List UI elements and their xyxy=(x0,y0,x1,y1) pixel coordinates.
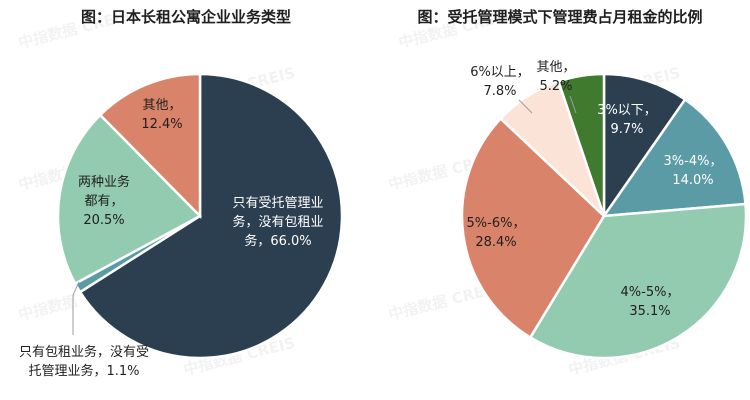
slice-label: 两种业务都有， 20.5% xyxy=(78,174,130,228)
pie-chart-left: 只有受托管理业务，没有包租业务，66.0% 只有包租业务，没有受托管理业务，1.1… xyxy=(19,72,344,379)
pie-slice xyxy=(78,72,344,360)
pie-slice xyxy=(601,97,747,218)
chart-title-right: 图：受托管理模式下管理费占月租金的比例 xyxy=(417,8,702,26)
pie-slice xyxy=(556,72,606,217)
slice-label: 3%-4%， 14.0% xyxy=(664,154,723,188)
chart-title-left: 图：日本长租公寓企业业务类型 xyxy=(81,8,291,26)
pie-slice xyxy=(528,202,748,360)
slice-label: 只有包租业务，没有受托管理业务，1.1% xyxy=(19,344,149,379)
slice-label: 4%-5%， 35.1% xyxy=(621,285,680,319)
slice-label: 只有受托管理业务，没有包租业务，66.0% xyxy=(232,196,323,249)
slice-label: 其他， 12.4% xyxy=(141,98,182,132)
leader-line xyxy=(569,95,577,114)
pie-slice xyxy=(602,72,687,220)
leader-line xyxy=(518,99,533,114)
slice-label: 3%以下， 9.7% xyxy=(597,103,657,137)
leader-line xyxy=(72,281,80,335)
slice-label: 6%以上， 7.8% xyxy=(470,65,530,99)
pie-slice xyxy=(56,113,203,286)
pie-chart-right: 3%以下， 9.7%3%-4%， 14.0% 4%-5%， 35.1% 5%-6%， 28.… xyxy=(460,60,748,360)
pie-slice xyxy=(98,72,202,220)
slice-label: 其他， 5.2% xyxy=(536,60,575,94)
slice-label: 5%-6%， 28.4% xyxy=(467,216,526,250)
pie-slice xyxy=(460,116,606,340)
